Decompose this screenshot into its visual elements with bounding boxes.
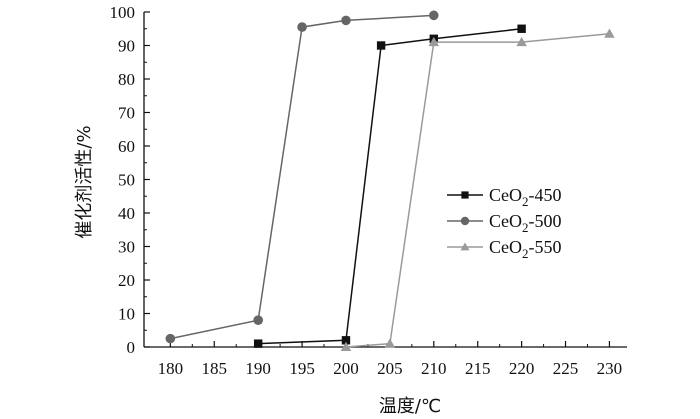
x-tick-label-225: 225: [553, 359, 579, 378]
y-tick-label-40: 40: [118, 204, 135, 223]
data-point: [253, 339, 263, 348]
data-point: [165, 333, 176, 344]
data-point: [297, 22, 307, 32]
y-tick-label-20: 20: [118, 271, 135, 290]
x-tick-label-180: 180: [158, 359, 184, 378]
y-tick-label-100: 100: [110, 3, 136, 22]
y-tick-label-50: 50: [118, 171, 135, 190]
y-tick-label-80: 80: [118, 70, 135, 89]
legend-item-1: CeO2-450: [447, 185, 562, 209]
legend-marker: [460, 216, 470, 226]
legend-label: CeO2-550: [489, 237, 562, 261]
data-point: [341, 336, 351, 345]
x-tick-label-185: 185: [202, 359, 228, 378]
series-2: [165, 10, 439, 344]
data-point: [384, 338, 396, 348]
x-axis: 180 185 190 195 200 205 210 215 220 225 230: [158, 341, 623, 378]
legend-marker: [460, 242, 470, 251]
series-line-1: [258, 28, 522, 345]
x-axis-title: 温度/℃: [379, 396, 441, 417]
plot-area: [143, 12, 627, 348]
y-tick-label-10: 10: [118, 305, 135, 324]
data-point: [376, 41, 386, 50]
x-tick-label-215: 215: [465, 359, 491, 378]
data-point: [604, 28, 615, 38]
x-tick-label-195: 195: [289, 359, 315, 378]
legend-label: CeO2-450: [489, 185, 562, 209]
x-tick-label-190: 190: [245, 359, 271, 378]
x-tick-label-200: 200: [333, 359, 359, 378]
legend-item-3: CeO2-550: [447, 237, 562, 261]
x-tick-label-205: 205: [377, 359, 403, 378]
y-tick-label-70: 70: [118, 104, 135, 123]
data-point: [429, 10, 439, 21]
series-layer: [165, 10, 615, 351]
data-point: [341, 15, 351, 26]
data-point: [517, 24, 526, 33]
data-point: [516, 36, 527, 47]
y-tick-label-60: 60: [118, 137, 135, 156]
series-line-3: [345, 33, 610, 348]
series-line-2: [170, 14, 434, 340]
legend-item-2: CeO2-500: [447, 211, 562, 235]
x-tick-label-230: 230: [597, 359, 623, 378]
data-point: [340, 341, 352, 351]
y-tick-label-30: 30: [118, 238, 135, 257]
y-tick-label-90: 90: [118, 37, 135, 56]
y-axis: 0 10 20 30 40 50 60 70 80 90 100: [110, 3, 150, 357]
y-tick-label-0: 0: [127, 338, 136, 357]
y-axis-title: 催化剂活性/%: [74, 125, 95, 238]
x-tick-label-210: 210: [421, 359, 447, 378]
data-point: [253, 315, 263, 326]
data-point: [428, 36, 440, 47]
legend-marker: [461, 191, 469, 199]
series-3: [340, 28, 615, 351]
x-tick-label-220: 220: [509, 359, 535, 378]
legend-label: CeO2-500: [489, 211, 562, 235]
